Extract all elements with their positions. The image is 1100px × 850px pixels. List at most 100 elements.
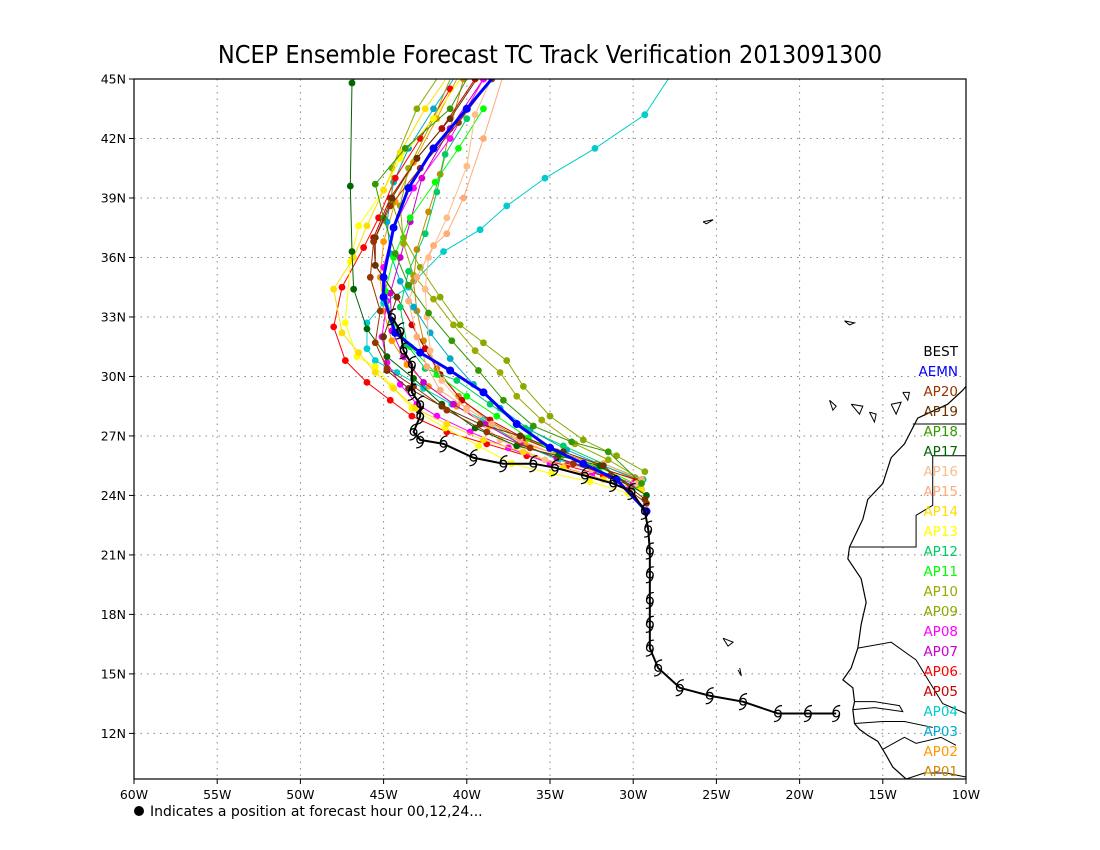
- lon-tick-label: 45W: [369, 787, 397, 802]
- forecast-position: [406, 214, 414, 222]
- hurricane-arm: [645, 591, 654, 601]
- track-line: [399, 118, 644, 481]
- legend-entry-ap10: AP10: [923, 584, 958, 600]
- forecast-position: [541, 456, 549, 464]
- island-outline: [902, 391, 911, 402]
- country-border: [882, 736, 957, 750]
- hurricane-arm: [645, 574, 654, 584]
- hurricane-arm: [832, 713, 841, 723]
- lon-tick-label: 25W: [702, 787, 730, 802]
- forecast-position: [371, 339, 379, 347]
- latitude-axis: 12N 15N 18N 21N 24N 27N 30N 33N 36N 39N 42N 45N: [101, 72, 134, 741]
- footnote: Indicates a position at forecast hour 00…: [150, 804, 483, 820]
- forecast-position: [348, 248, 356, 255]
- forecast-position: [425, 309, 432, 317]
- hurricane-arm: [832, 704, 841, 714]
- forecast-position: [460, 194, 467, 202]
- lat-tick-label: 21N: [101, 547, 126, 562]
- country-border: [849, 455, 966, 548]
- forecast-dot-icon: [134, 806, 144, 816]
- hurricane-arm: [439, 443, 448, 453]
- forecast-position: [579, 436, 587, 444]
- track-ap20: [366, 79, 650, 507]
- hurricane-symbol-icon: [832, 704, 841, 723]
- forecast-position: [512, 420, 521, 429]
- country-border: [857, 641, 966, 715]
- grid-lines: [134, 78, 966, 779]
- forecast-position: [363, 345, 371, 353]
- track-ap06: [330, 85, 645, 493]
- legend-entry-ap04: AP04: [923, 704, 958, 720]
- hurricane-arm: [469, 457, 478, 467]
- lon-tick-label: 10W: [952, 787, 980, 802]
- hurricane-arm: [529, 455, 538, 464]
- legend-entry-ap11: AP11: [923, 564, 958, 580]
- forecast-position: [404, 184, 413, 193]
- hurricane-arm: [499, 463, 508, 473]
- hurricane-arm: [580, 475, 589, 485]
- lon-tick-label: 55W: [203, 787, 231, 802]
- legend-entry-ap05: AP05: [923, 684, 958, 700]
- hurricane-arm: [409, 431, 418, 441]
- forecast-position: [448, 337, 456, 345]
- forecast-position: [471, 347, 479, 355]
- hurricane-symbol-icon: [645, 639, 654, 657]
- lat-tick-label: 36N: [101, 250, 126, 265]
- island-outline: [722, 637, 735, 647]
- forecast-position: [341, 319, 349, 327]
- hurricane-arm: [387, 308, 396, 318]
- hurricane-arm: [705, 687, 714, 696]
- forecast-position: [462, 104, 471, 113]
- forecast-position: [396, 148, 404, 156]
- legend-entry-ap18: AP18: [923, 424, 958, 440]
- forecast-position: [405, 297, 412, 305]
- hurricane-symbol-icon: [640, 502, 649, 520]
- legend-entry-ap01: AP01: [923, 764, 958, 780]
- hurricane-arm: [645, 639, 654, 649]
- lat-tick-label: 33N: [101, 309, 126, 324]
- legend-entry-aemn: AEMN: [918, 364, 958, 380]
- forecast-position: [366, 273, 374, 281]
- hurricane-arm: [469, 449, 478, 458]
- hurricane-symbol-icon: [407, 355, 416, 374]
- lon-tick-label: 50W: [286, 787, 314, 802]
- forecast-position: [330, 285, 338, 293]
- track-ap14: [330, 79, 645, 493]
- forecast-tracks: [330, 79, 669, 516]
- hurricane-arm: [645, 648, 654, 657]
- forecast-position: [471, 111, 479, 119]
- lat-tick-label: 42N: [101, 131, 126, 146]
- hurricane-arm: [640, 502, 649, 512]
- hurricane-arm: [645, 624, 654, 633]
- hurricane-symbol-icon: [499, 455, 508, 473]
- hurricane-arm: [627, 482, 636, 492]
- forecast-position: [433, 188, 441, 196]
- hurricane-arm: [644, 520, 653, 530]
- hurricane-arm: [645, 542, 654, 551]
- island-outline: [737, 667, 742, 677]
- forecast-position: [405, 267, 412, 275]
- track-ap11: [381, 105, 644, 489]
- forecast-position: [493, 412, 501, 420]
- forecast-position: [405, 281, 412, 289]
- forecast-position: [483, 428, 491, 436]
- forecast-position: [519, 382, 527, 390]
- lon-tick-label: 35W: [536, 787, 564, 802]
- lat-tick-label: 15N: [101, 666, 126, 681]
- forecast-position: [421, 285, 429, 293]
- forecast-position: [383, 353, 391, 361]
- forecast-position: [388, 337, 396, 345]
- forecast-position: [463, 392, 471, 400]
- forecast-position: [604, 448, 612, 456]
- hurricane-arm: [416, 431, 425, 440]
- lat-tick-label: 30N: [101, 369, 126, 384]
- forecast-position: [453, 377, 461, 384]
- forecast-position: [338, 283, 346, 291]
- hurricane-arm: [645, 615, 654, 625]
- lon-tick-label: 20W: [785, 787, 813, 802]
- forecast-position: [371, 180, 379, 188]
- forecast-position: [500, 396, 507, 404]
- forecast-position: [638, 480, 645, 487]
- forecast-position: [355, 222, 363, 230]
- forecast-position: [586, 478, 594, 485]
